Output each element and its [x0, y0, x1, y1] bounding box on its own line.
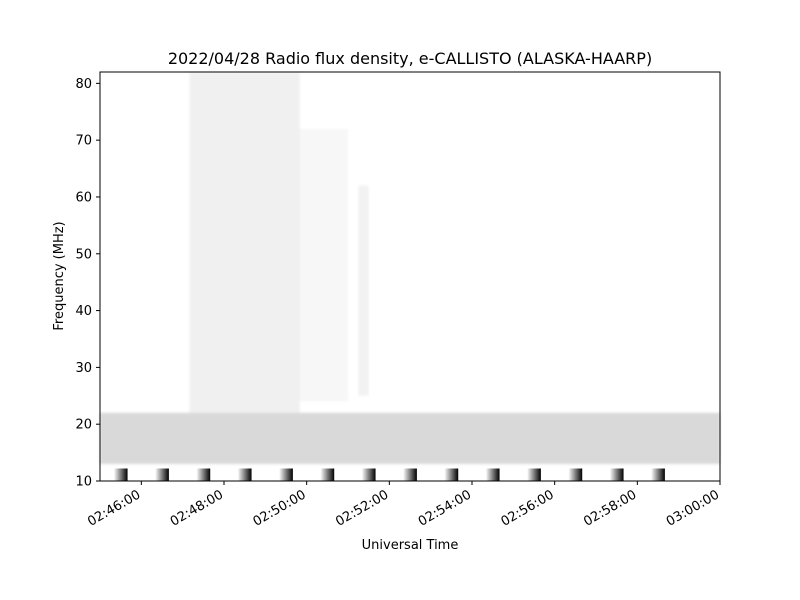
calibration-block-1	[113, 468, 128, 481]
calibration-block-2	[155, 468, 169, 481]
plot-area	[100, 72, 720, 481]
calibration-block-4	[237, 468, 252, 481]
spectrogram-region-4	[100, 412, 720, 464]
y-tick-label: 60	[75, 190, 92, 205]
calibration-block-11	[527, 468, 541, 481]
calibration-block-13	[609, 468, 624, 481]
y-axis: 10 20 30 40 50 60 70 80	[75, 77, 100, 490]
calibration-block-7	[361, 468, 376, 481]
y-tick-label: 50	[75, 247, 92, 262]
calibration-block-10	[485, 468, 500, 481]
calibration-block-14	[651, 468, 665, 481]
x-tick-label: 02:50:00	[251, 487, 309, 529]
calibration-block-6	[320, 468, 335, 481]
y-tick-label: 80	[75, 77, 92, 92]
y-tick-label: 20	[75, 418, 92, 433]
chart-title: 2022/04/28 Radio flux density, e-CALLIST…	[168, 49, 652, 68]
x-tick-label: 02:46:00	[85, 487, 143, 529]
calibration-block-12	[568, 468, 583, 481]
y-tick-label: 40	[75, 304, 92, 319]
x-tick-label: 02:54:00	[416, 487, 474, 529]
spectrogram-region-3	[358, 185, 369, 396]
calibration-block-3	[196, 468, 211, 481]
calibration-block-5	[279, 468, 293, 481]
x-axis: 02:46:00 02:48:00 02:50:00 02:52:00 02:54:00…	[85, 481, 722, 530]
calibration-block-8	[403, 468, 417, 481]
spectrogram-region-2	[300, 129, 348, 402]
x-tick-label: 02:52:00	[333, 487, 391, 529]
x-tick-label: 02:48:00	[168, 487, 226, 529]
spectrogram-region-1	[189, 72, 300, 413]
x-tick-label: 02:58:00	[581, 487, 639, 529]
y-tick-label: 30	[75, 361, 92, 376]
x-tick-label: 03:00:00	[664, 487, 722, 529]
y-tick-label: 70	[75, 134, 92, 149]
y-tick-label: 10	[75, 475, 92, 490]
y-axis-label: Frequency (MHz)	[52, 221, 67, 330]
x-axis-label: Universal Time	[362, 538, 459, 553]
plot-frame	[99, 71, 721, 482]
x-tick-label: 02:56:00	[499, 487, 557, 529]
calibration-block-9	[444, 468, 459, 481]
